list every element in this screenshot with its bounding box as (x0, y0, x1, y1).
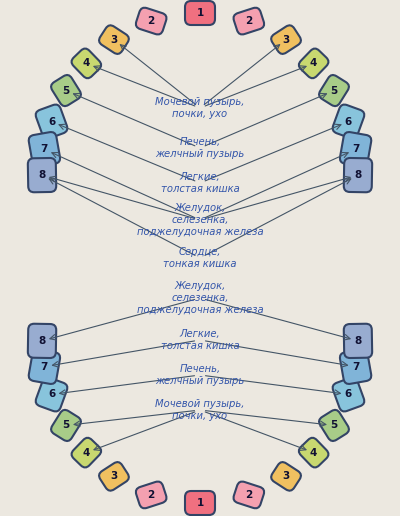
Text: Легкие,
толстая кишка: Легкие, толстая кишка (161, 172, 239, 194)
Text: 4: 4 (310, 58, 317, 69)
FancyBboxPatch shape (319, 75, 349, 106)
Text: Желудок,
селезенка,
поджелудочная железа: Желудок, селезенка, поджелудочная железа (137, 281, 263, 315)
FancyBboxPatch shape (319, 410, 349, 441)
Text: Печень,
желчный пузырь: Печень, желчный пузырь (155, 137, 245, 159)
Text: 7: 7 (352, 144, 359, 154)
Text: 8: 8 (38, 170, 46, 180)
FancyBboxPatch shape (99, 462, 129, 491)
Text: 3: 3 (282, 472, 290, 481)
Text: 2: 2 (245, 490, 252, 500)
FancyBboxPatch shape (333, 105, 364, 139)
Text: 3: 3 (110, 35, 118, 44)
Text: 4: 4 (310, 447, 317, 458)
Text: Легкие,
толстая кишка: Легкие, толстая кишка (161, 329, 239, 351)
Text: 2: 2 (148, 16, 155, 26)
FancyBboxPatch shape (36, 105, 67, 139)
FancyBboxPatch shape (136, 481, 166, 508)
FancyBboxPatch shape (185, 491, 215, 515)
FancyBboxPatch shape (344, 158, 372, 192)
Text: 7: 7 (41, 144, 48, 154)
Text: 3: 3 (282, 35, 290, 44)
FancyBboxPatch shape (333, 377, 364, 411)
FancyBboxPatch shape (136, 8, 166, 35)
Text: 2: 2 (148, 490, 155, 500)
FancyBboxPatch shape (340, 349, 371, 384)
FancyBboxPatch shape (99, 25, 129, 54)
FancyBboxPatch shape (29, 132, 60, 167)
FancyBboxPatch shape (340, 132, 371, 167)
FancyBboxPatch shape (29, 349, 60, 384)
Text: 4: 4 (83, 58, 90, 69)
FancyBboxPatch shape (51, 410, 81, 441)
Text: 5: 5 (62, 86, 70, 95)
FancyBboxPatch shape (271, 25, 301, 54)
FancyBboxPatch shape (72, 49, 101, 78)
FancyBboxPatch shape (234, 8, 264, 35)
Text: 2: 2 (245, 16, 252, 26)
Text: 1: 1 (196, 8, 204, 18)
FancyBboxPatch shape (344, 324, 372, 358)
Text: Печень,
желчный пузырь: Печень, желчный пузырь (155, 364, 245, 386)
FancyBboxPatch shape (299, 49, 328, 78)
FancyBboxPatch shape (28, 158, 56, 192)
Text: 3: 3 (110, 472, 118, 481)
Text: 7: 7 (352, 362, 359, 372)
Text: 7: 7 (41, 362, 48, 372)
FancyBboxPatch shape (51, 75, 81, 106)
Text: 4: 4 (83, 447, 90, 458)
Text: Мочевой пузырь,
почки, ухо: Мочевой пузырь, почки, ухо (155, 97, 245, 119)
Text: 8: 8 (354, 336, 362, 346)
FancyBboxPatch shape (185, 1, 215, 25)
FancyBboxPatch shape (28, 324, 56, 358)
Text: 5: 5 (330, 86, 338, 95)
Text: 6: 6 (48, 390, 55, 399)
Text: Сердце,
тонкая кишка: Сердце, тонкая кишка (163, 247, 237, 269)
Text: 6: 6 (345, 117, 352, 126)
Text: 5: 5 (330, 421, 338, 430)
Text: Мочевой пузырь,
почки, ухо: Мочевой пузырь, почки, ухо (155, 399, 245, 421)
Text: Желудок,
селезенка,
поджелудочная железа: Желудок, селезенка, поджелудочная железа (137, 203, 263, 237)
FancyBboxPatch shape (299, 438, 328, 467)
Text: 5: 5 (62, 421, 70, 430)
FancyBboxPatch shape (72, 438, 101, 467)
Text: 8: 8 (354, 170, 362, 180)
Text: 1: 1 (196, 498, 204, 508)
Text: 6: 6 (345, 390, 352, 399)
FancyBboxPatch shape (271, 462, 301, 491)
FancyBboxPatch shape (234, 481, 264, 508)
FancyBboxPatch shape (36, 377, 67, 411)
Text: 6: 6 (48, 117, 55, 126)
Text: 8: 8 (38, 336, 46, 346)
